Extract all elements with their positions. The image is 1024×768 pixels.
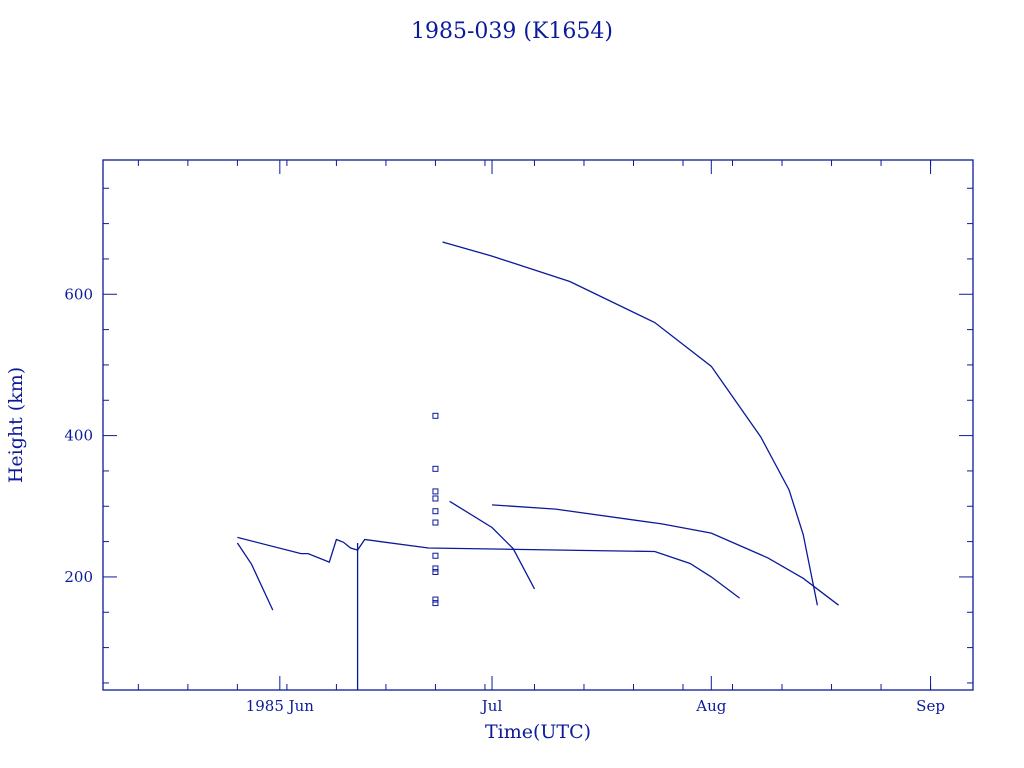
series-line-2 (237, 536, 740, 599)
x-tick-label: Sep (916, 697, 945, 715)
series-line-5 (491, 504, 839, 606)
y-tick-label: 200 (64, 568, 93, 586)
data-point (432, 600, 439, 607)
y-axis-label: Height (km) (5, 367, 27, 483)
tick-labels: 200 400 600 1985 Jun Jul Aug Sep (64, 285, 945, 715)
x-tick-label: Jul (480, 697, 503, 715)
series-group (236, 241, 839, 690)
series-line-1 (236, 542, 274, 611)
y-tick-label: 600 (64, 285, 93, 303)
data-point (432, 596, 439, 603)
x-tick-label: Aug (695, 697, 726, 715)
series-line-4 (449, 500, 536, 590)
series-line-6 (442, 241, 819, 606)
x-axis-label: Time(UTC) (485, 721, 591, 743)
x-tick-label: 1985 Jun (246, 697, 315, 715)
y-tick-label: 400 (64, 427, 93, 445)
data-point (432, 565, 439, 572)
data-point (432, 465, 439, 472)
data-point (432, 508, 439, 515)
data-point (432, 568, 439, 575)
data-point (432, 495, 439, 502)
chart-title: 1985-039 (K1654) (411, 19, 613, 44)
plot-frame (102, 159, 974, 691)
axis-ticks (103, 160, 973, 690)
data-point (432, 488, 439, 495)
data-point (432, 412, 439, 419)
data-point (432, 552, 439, 559)
data-point (432, 519, 439, 526)
